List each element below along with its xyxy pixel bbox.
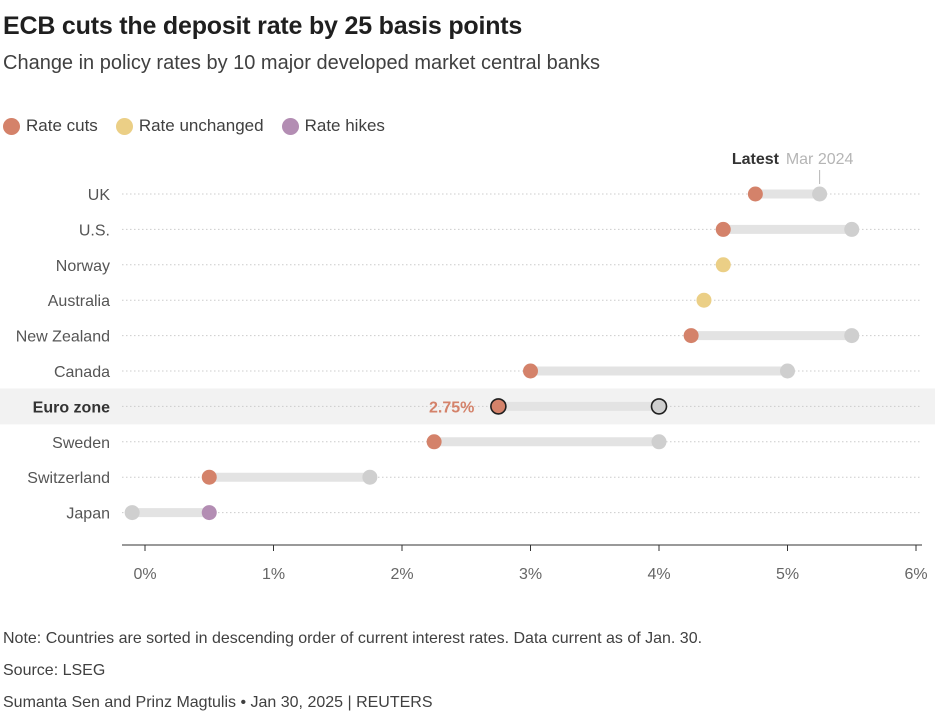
latest-rate-dot bbox=[201, 505, 217, 521]
latest-rate-dot bbox=[426, 434, 442, 450]
dot-plot-chart: Latest Mar 2024 UK U.S. Norway Australia New Z… bbox=[0, 151, 935, 583]
footer-note: Note: Countries are sorted in descending… bbox=[3, 630, 703, 647]
row-label: U.S. bbox=[79, 222, 110, 239]
latest-rate-dot bbox=[715, 257, 731, 273]
legend-item-rate-cuts: Rate cuts bbox=[3, 116, 98, 136]
x-axis-tick-label: 5% bbox=[776, 566, 799, 583]
row-label: Japan bbox=[66, 506, 110, 523]
legend-item-rate-hikes: Rate hikes bbox=[281, 116, 385, 136]
x-axis-tick-label: 6% bbox=[904, 566, 927, 583]
latest-rate-dot bbox=[747, 186, 763, 202]
row-label: New Zealand bbox=[16, 329, 110, 346]
latest-rate-dot bbox=[490, 398, 507, 415]
legend: Rate cuts Rate unchanged Rate hikes bbox=[3, 116, 385, 136]
legend-swatch-rate-cuts bbox=[3, 117, 20, 135]
footer-source: Source: LSEG bbox=[3, 662, 106, 679]
x-axis-tick-label: 4% bbox=[647, 566, 670, 583]
row-label: Canada bbox=[54, 364, 110, 381]
row-label: Norway bbox=[56, 258, 110, 275]
row-label: Australia bbox=[48, 293, 110, 310]
latest-rate-dot bbox=[715, 221, 731, 237]
x-axis-tick-label: 3% bbox=[519, 566, 542, 583]
previous-rate-dot bbox=[780, 363, 795, 379]
legend-swatch-rate-hikes bbox=[281, 117, 299, 135]
legend-item-rate-unchanged: Rate unchanged bbox=[115, 116, 264, 136]
previous-rate-dot bbox=[812, 186, 828, 202]
legend-swatch-rate-unchanged bbox=[115, 117, 133, 135]
latest-column-label: Latest bbox=[732, 151, 780, 168]
previous-rate-dot bbox=[362, 469, 378, 485]
latest-rate-dot bbox=[683, 328, 699, 344]
row-label: Switzerland bbox=[27, 470, 110, 487]
highlight-value-label: 2.75% bbox=[429, 399, 474, 416]
legend-label-rate-cuts: Rate cuts bbox=[26, 116, 98, 135]
x-axis-tick-label: 2% bbox=[390, 566, 413, 583]
latest-rate-dot bbox=[201, 469, 217, 485]
previous-rate-dot bbox=[844, 328, 860, 344]
previous-rate-dot bbox=[124, 505, 140, 521]
latest-rate-dot bbox=[696, 292, 712, 308]
legend-label-rate-hikes: Rate hikes bbox=[304, 116, 385, 135]
row-label: Sweden bbox=[52, 435, 110, 452]
chart-title: ECB cuts the deposit rate by 25 basis po… bbox=[3, 12, 523, 40]
row-label: Euro zone bbox=[33, 399, 110, 416]
x-axis-tick-label: 0% bbox=[133, 566, 156, 583]
previous-rate-dot bbox=[844, 221, 860, 237]
legend-label-rate-unchanged: Rate unchanged bbox=[138, 116, 264, 135]
chart-subtitle: Change in policy rates by 10 major devel… bbox=[3, 52, 600, 74]
row-label: UK bbox=[88, 187, 111, 204]
previous-column-label: Mar 2024 bbox=[786, 151, 854, 168]
previous-rate-dot bbox=[650, 398, 668, 415]
latest-rate-dot bbox=[523, 363, 538, 379]
x-axis-tick-label: 1% bbox=[262, 566, 285, 583]
footer-credit: Sumanta Sen and Prinz Magtulis • Jan 30,… bbox=[3, 694, 433, 711]
previous-rate-dot bbox=[651, 434, 667, 450]
